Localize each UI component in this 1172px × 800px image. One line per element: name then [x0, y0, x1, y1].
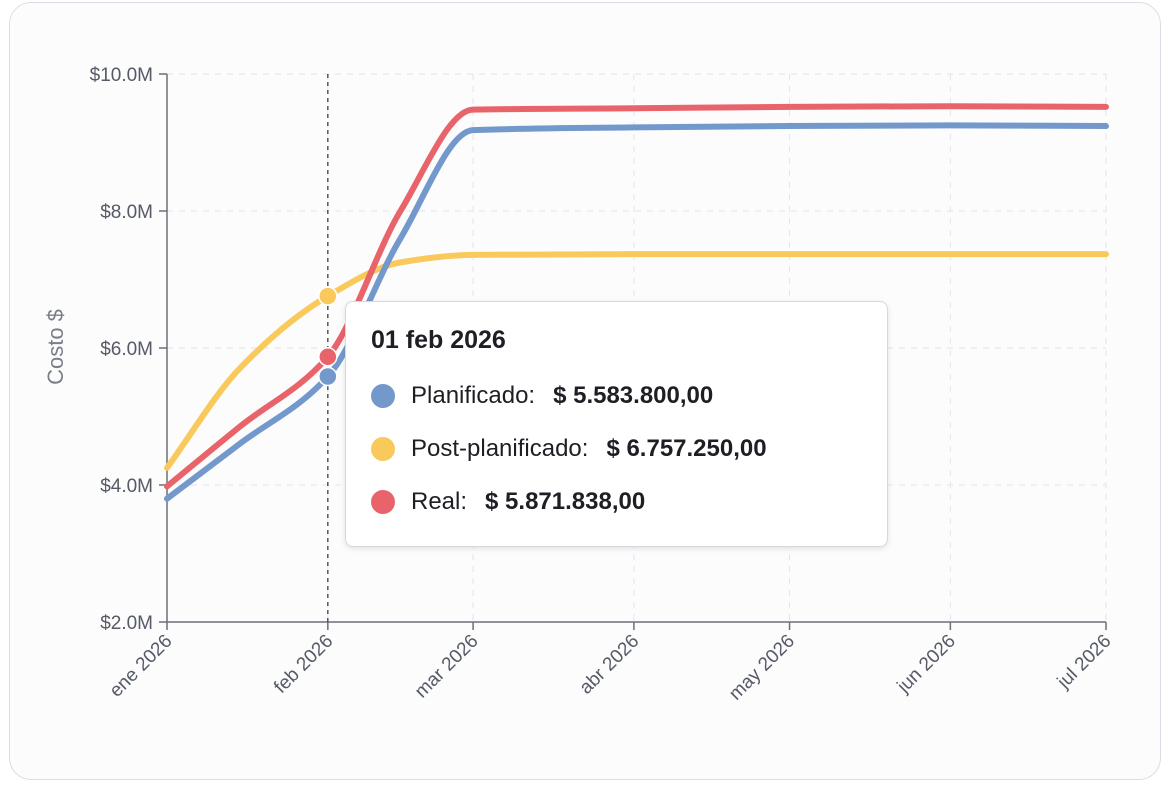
x-tick-label: ene 2026 [106, 631, 177, 702]
tooltip-series-value: $ 5.871.838,00 [485, 487, 646, 515]
y-tick-label: $6.0M [100, 339, 153, 360]
tooltip-row-post-planificado: Post-planificado: $ 6.757.250,00 [371, 422, 887, 475]
tooltip-series-value: $ 6.757.250,00 [606, 434, 767, 462]
x-tick-label: may 2026 [725, 631, 799, 705]
axes [159, 73, 1107, 630]
x-tick-label: abr 2026 [576, 631, 644, 699]
x-axis-tick-labels: ene 2026 feb 2026 mar 2026 abr 2026 may 2026… [106, 631, 1116, 705]
x-tick-label: jun 2026 [893, 631, 960, 698]
hover-marker-post-planificado [318, 286, 338, 306]
hover-tooltip: 01 feb 2026 Planificado: $ 5.583.800,00 … [345, 301, 888, 547]
legend-dot-icon [371, 436, 395, 461]
y-tick-label: $10.0M [90, 65, 153, 86]
tooltip-series-value: $ 5.583.800,00 [553, 381, 714, 409]
hover-marker-planificado [318, 366, 338, 387]
y-tick-label: $4.0M [100, 476, 153, 497]
legend-dot-icon [371, 489, 395, 514]
tooltip-series-name: Real: [411, 487, 468, 515]
series-line-post-planificado [164, 251, 1109, 471]
hover-marker-real [318, 347, 338, 367]
tooltip-title: 01 feb 2026 [371, 326, 506, 354]
y-tick-label: $8.0M [100, 202, 153, 223]
tooltip-row-planificado: Planificado: $ 5.583.800,00 [371, 369, 887, 422]
tooltip-series-name: Post-planificado: [411, 434, 589, 462]
legend-dot-icon [371, 383, 395, 408]
x-tick-label: feb 2026 [270, 631, 337, 698]
tooltip-series-name: Planificado: [411, 381, 536, 409]
series-line-real [164, 103, 1109, 490]
y-tick-label: $2.0M [100, 613, 153, 634]
y-axis-tick-labels: $2.0M $4.0M $6.0M $8.0M $10.0M [90, 65, 153, 634]
tooltip-row-real: Real: $ 5.871.838,00 [371, 475, 887, 528]
hover-markers [318, 286, 338, 387]
y-axis-title: Costo $ [43, 309, 68, 385]
series-line-planificado [164, 122, 1109, 502]
x-tick-label: mar 2026 [411, 631, 483, 703]
x-tick-label: jul 2026 [1053, 631, 1116, 694]
series-lines [164, 103, 1109, 502]
